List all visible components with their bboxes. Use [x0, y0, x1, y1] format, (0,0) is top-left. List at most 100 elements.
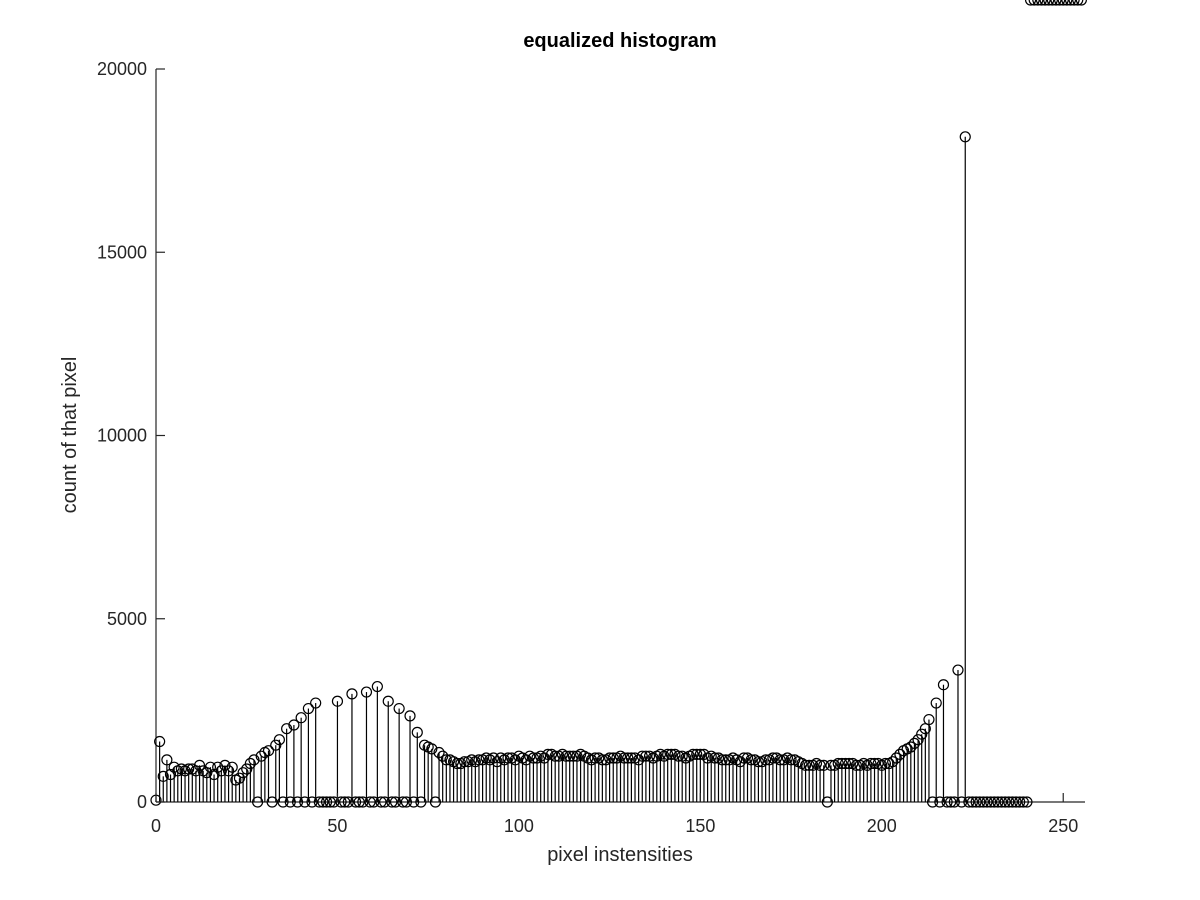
stem-marker [1024, 0, 1037, 6]
stem-marker [1064, 0, 1077, 6]
stem-marker [244, 757, 256, 770]
stem-marker [313, 796, 325, 808]
stem-marker [843, 757, 855, 770]
stem-marker [785, 754, 797, 766]
stem-marker [542, 748, 554, 760]
stem-marker [382, 695, 394, 707]
stem-marker [956, 796, 968, 808]
stem-marker [799, 759, 812, 771]
stem-marker [408, 796, 420, 808]
stem-marker [389, 796, 402, 808]
stem-marker [760, 754, 772, 766]
stem-marker [604, 752, 616, 764]
stem-marker [596, 754, 608, 766]
stem-marker [694, 748, 706, 760]
stem-marker [622, 752, 634, 764]
stem-marker [328, 796, 340, 808]
stem-marker [433, 746, 445, 759]
stem-marker [1072, 0, 1084, 6]
stem-marker [952, 664, 964, 676]
chart-title: equalized histogram [523, 30, 716, 52]
stem-marker [473, 754, 485, 766]
stem-marker [295, 712, 307, 724]
stem-marker [360, 686, 373, 698]
stem-marker [818, 759, 830, 771]
stem-marker [451, 757, 463, 770]
stem-marker [774, 754, 786, 766]
stem-marker [636, 750, 648, 762]
y-tick-label: 10000 [97, 426, 147, 446]
stem-marker [1010, 796, 1022, 808]
stem-marker [992, 796, 1004, 808]
stem-marker [923, 713, 935, 726]
stem-marker [353, 796, 365, 808]
stem-marker [691, 748, 703, 760]
stem-marker [1046, 0, 1058, 6]
stem-marker [255, 750, 267, 762]
stem-marker [868, 757, 881, 770]
stem-marker [458, 756, 471, 768]
stem-marker [1043, 0, 1055, 6]
stem-marker [752, 756, 764, 768]
stem-marker [640, 750, 652, 762]
stem-marker [948, 796, 960, 808]
stem-series [150, 0, 1087, 808]
stem-marker [426, 743, 438, 755]
y-tick-label: 0 [137, 792, 147, 812]
x-tick-label: 150 [685, 816, 715, 836]
stem-marker [320, 796, 333, 808]
stem-marker [1028, 0, 1040, 6]
stem-marker [291, 796, 304, 808]
stem-marker [589, 752, 601, 764]
stem-marker [487, 752, 500, 764]
stem-marker [1014, 796, 1026, 808]
stem-marker [618, 752, 630, 764]
stem-marker [168, 761, 180, 773]
stem-marker [375, 796, 387, 808]
stem-marker [415, 796, 427, 808]
stem-marker [371, 680, 383, 693]
stem-marker [745, 754, 757, 766]
stem-marker [625, 752, 637, 764]
x-axis-label: pixel instensities [547, 844, 693, 866]
stem-marker [560, 750, 572, 762]
stem-marker [379, 796, 391, 808]
stem-marker [190, 765, 202, 777]
stem-marker [357, 796, 369, 808]
stem-marker [1050, 0, 1062, 6]
stem-marker [324, 796, 336, 808]
stem-marker [266, 796, 278, 808]
stem-marker [1039, 0, 1051, 6]
stem-marker [814, 759, 826, 771]
stem-marker [404, 710, 416, 722]
x-tick-label: 250 [1048, 816, 1078, 836]
stem-marker [1053, 0, 1066, 6]
stem-marker [248, 754, 260, 766]
stem-marker [549, 750, 561, 762]
stem-marker [164, 768, 177, 781]
stem-marker [252, 796, 264, 808]
stem-marker [687, 748, 699, 760]
ticks: 0 50 100 150 200 250 0 5000 10000 15000 20000 [97, 59, 1078, 836]
stem-marker [364, 796, 376, 808]
stem-marker [1003, 796, 1015, 808]
stem-marker [193, 759, 206, 771]
stem-marker [349, 796, 362, 808]
stem-marker [299, 796, 311, 808]
stem-marker [306, 796, 318, 808]
stem-marker [665, 748, 677, 760]
stem-marker [905, 741, 917, 753]
stem-marker [284, 796, 296, 808]
stem-marker [281, 723, 293, 735]
stem-marker [204, 761, 217, 773]
stem-marker [1017, 796, 1029, 808]
stem-marker [226, 761, 238, 773]
stem-marker [219, 759, 231, 771]
y-tick-label: 15000 [97, 242, 147, 262]
stem-marker [716, 754, 728, 766]
stem-marker [941, 796, 953, 808]
stem-marker [995, 796, 1008, 808]
stem-marker [1035, 0, 1048, 6]
stem-marker [709, 752, 721, 764]
